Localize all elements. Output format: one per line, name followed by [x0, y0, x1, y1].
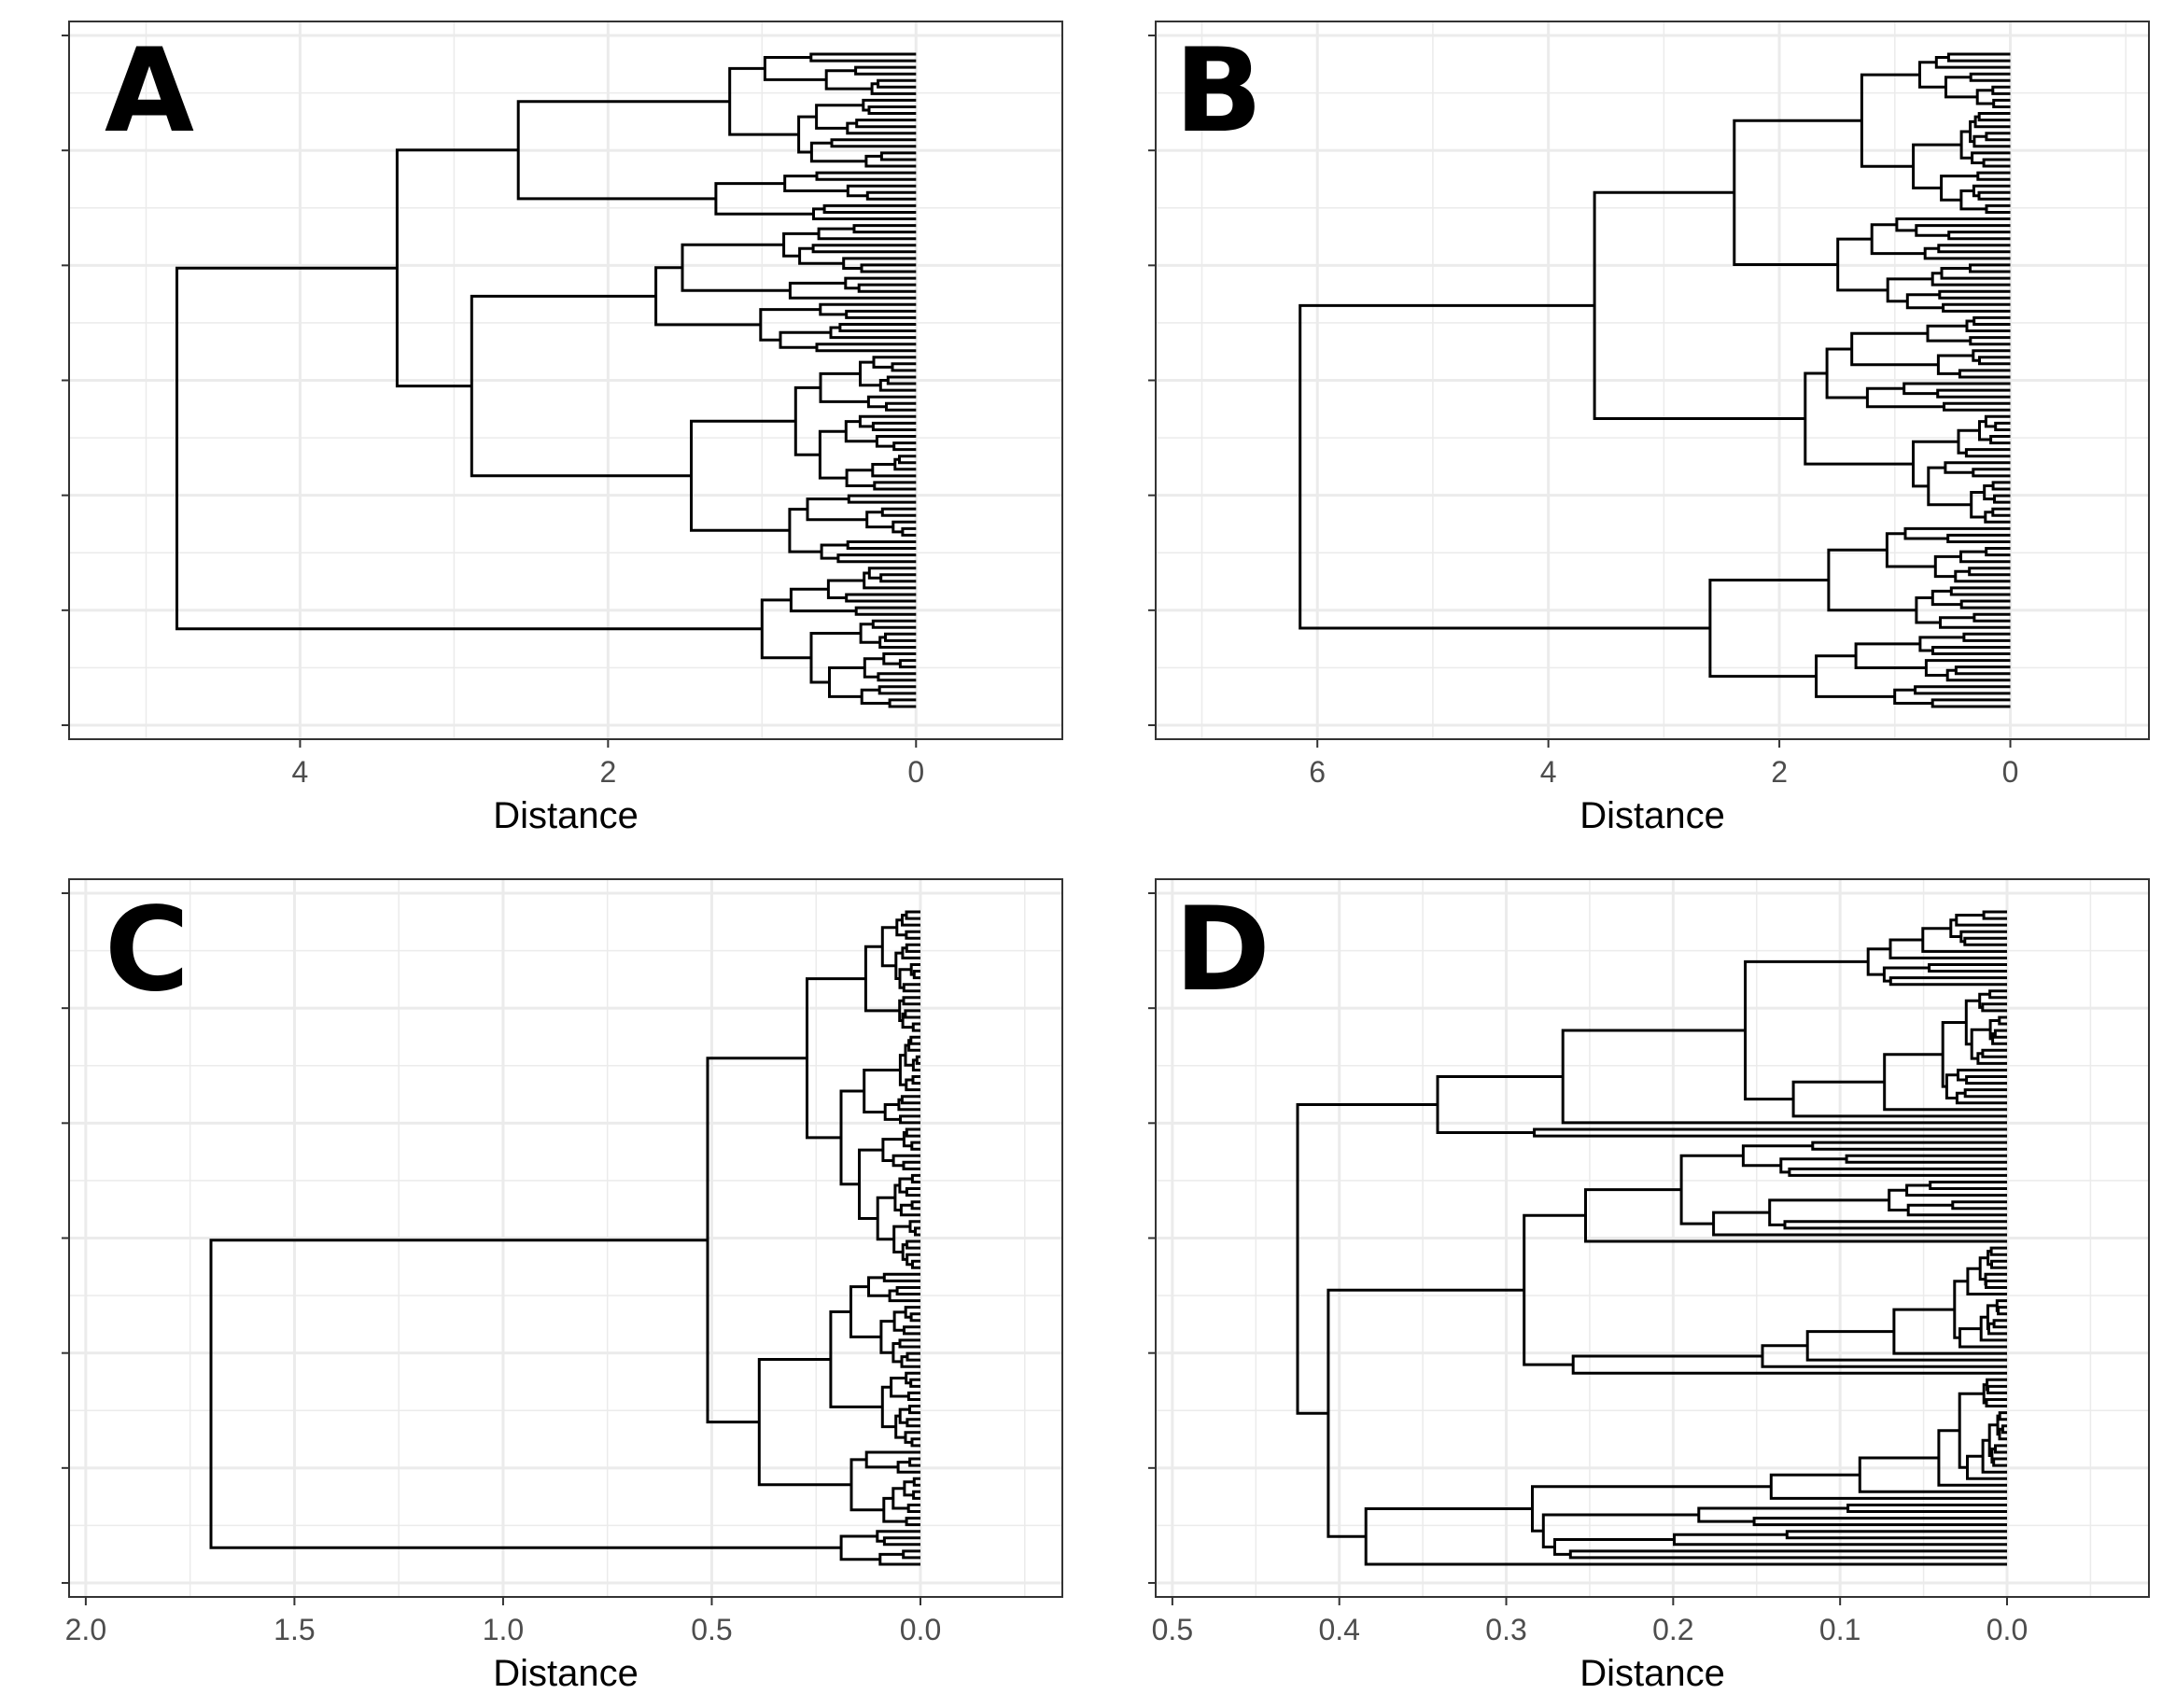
panel-b-x-tick-label-0: 6	[1309, 755, 1326, 789]
panel-c-x-tick-label-3: 0.5	[691, 1613, 732, 1646]
panel-d-tree	[1296, 910, 2007, 1566]
panel-b-tree	[1299, 52, 2011, 708]
panel-c-label: C	[105, 883, 190, 1017]
panel-d-label: D	[1174, 883, 1271, 1017]
panel-b-label: B	[1174, 24, 1263, 159]
panel-c-branch-99	[209, 1239, 842, 1549]
panel-a-x-ticks: 4 2 0	[62, 35, 924, 789]
panel-b: 6 4 2 0 B Distance	[1148, 21, 2150, 836]
panel-d-x-tick-label-3: 0.2	[1652, 1613, 1693, 1646]
panel-c-xlabel: Distance	[493, 1653, 639, 1694]
panel-b-x-tick-label-3: 0	[2002, 755, 2019, 789]
panel-d-x-ticks: 0.5 0.4 0.3 0.2 0.1 0.0	[1148, 892, 2028, 1646]
panel-a-xlabel: Distance	[493, 795, 639, 836]
panel-c-x-ticks: 2.0 1.5 1.0 0.5 0.0	[62, 892, 941, 1646]
panel-a: 4 2 0 A Distance	[62, 21, 1063, 836]
panel-d: 0.5 0.4 0.3 0.2 0.1 0.0 D Distance	[1148, 878, 2150, 1694]
panel-c-x-tick-label-1: 1.5	[274, 1613, 315, 1646]
panel-a-label: A	[105, 24, 194, 159]
panel-c-x-tick-label-0: 2.0	[65, 1613, 106, 1646]
panel-d-x-tick-label-4: 0.1	[1819, 1613, 1860, 1646]
panel-a-x-tick-label-2: 0	[907, 755, 924, 789]
panel-d-branch-99	[1296, 1103, 1438, 1415]
panel-b-x-ticks: 6 4 2 0	[1148, 35, 2018, 789]
panel-a-x-tick-label-1: 2	[599, 755, 616, 789]
panel-b-x-tick-label-2: 2	[1771, 755, 1788, 789]
panel-c: 2.0 1.5 1.0 0.5 0.0 C Distance	[62, 878, 1063, 1694]
panel-d-xlabel: Distance	[1579, 1653, 1725, 1694]
panel-a-tree	[175, 52, 917, 708]
panel-d-x-tick-label-0: 0.5	[1152, 1613, 1193, 1646]
panel-a-branch-99	[175, 266, 763, 631]
panel-a-x-tick-label-0: 4	[292, 755, 309, 789]
panel-c-tree	[209, 910, 920, 1566]
panel-d-x-tick-label-1: 0.4	[1318, 1613, 1359, 1646]
panel-b-xlabel: Distance	[1579, 795, 1725, 836]
panel-c-x-tick-label-2: 1.0	[483, 1613, 524, 1646]
panel-d-x-tick-label-5: 0.0	[1987, 1613, 2028, 1646]
panel-c-x-tick-label-4: 0.0	[900, 1613, 941, 1646]
panel-b-branch-99	[1299, 303, 1710, 630]
panel-b-x-tick-label-1: 4	[1540, 755, 1557, 789]
panel-d-x-tick-label-2: 0.3	[1485, 1613, 1526, 1646]
